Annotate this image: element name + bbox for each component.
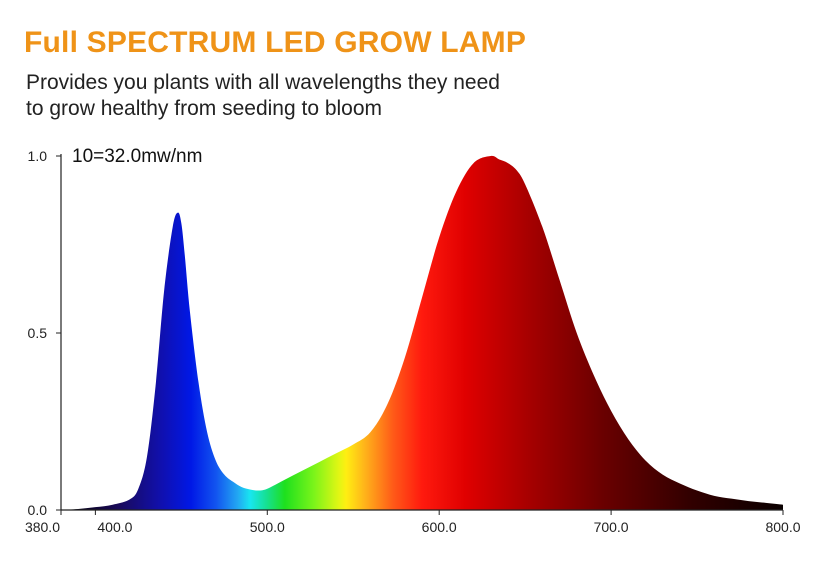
x-tick-label: 400.0 [97, 519, 132, 535]
chart-subtitle: Provides you plants with all wavelengths… [26, 70, 500, 122]
x-tick-label: 500.0 [250, 519, 285, 535]
subtitle-line-2: to grow healthy from seeding to bloom [26, 97, 383, 120]
x-tick-label: 800.0 [765, 519, 800, 535]
y-tick-label: 0.0 [28, 502, 48, 518]
y-tick-label: 1.0 [28, 148, 48, 164]
plot-area [61, 155, 783, 510]
subtitle-line-1: Provides you plants with all wavelengths… [26, 71, 500, 94]
x-ticks: 380.0 400.0 500.0 600.0 700.0 800.0 [25, 510, 801, 535]
y-tick-label: 0.5 [28, 325, 48, 341]
x-tick-label: 700.0 [594, 519, 629, 535]
chart-title: Full SPECTRUM LED GROW LAMP [24, 26, 527, 59]
axes [60, 154, 783, 511]
x-tick-label: 600.0 [422, 519, 457, 535]
x-tick-label: 380.0 [25, 519, 60, 535]
y-ticks: 0.0 0.5 1.0 [28, 148, 61, 518]
chart-annotation: 10=32.0mw/nm [72, 146, 202, 167]
spectrum-area [61, 155, 783, 510]
